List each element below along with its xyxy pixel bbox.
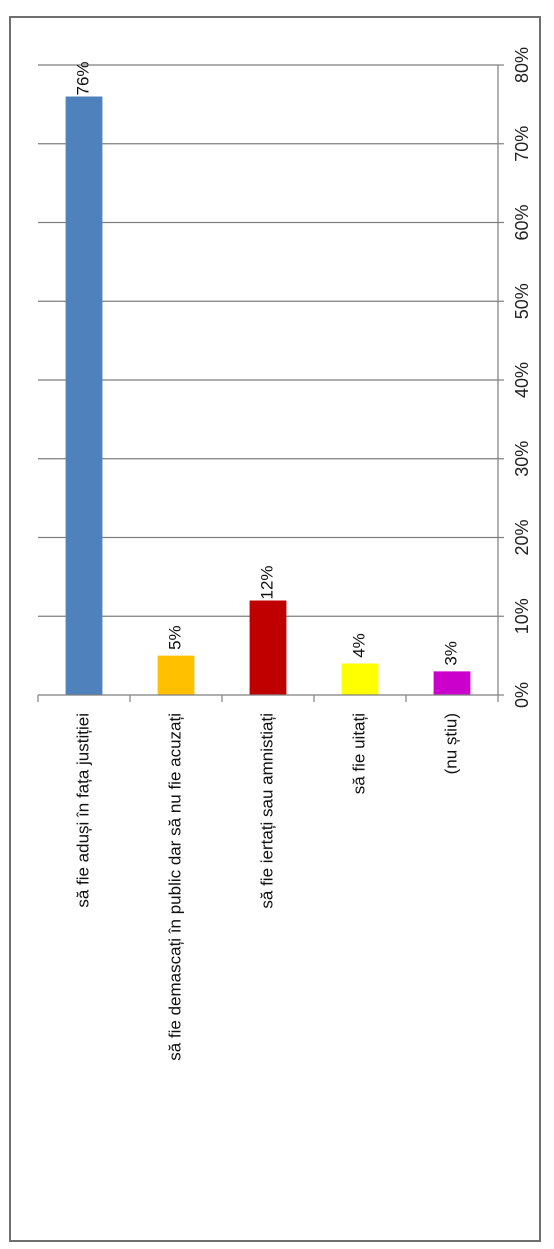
value-tick-label: 70% xyxy=(512,126,532,162)
category-label: să fie demascați în public dar să nu fie… xyxy=(165,713,184,1061)
value-tick-label: 50% xyxy=(512,283,532,319)
category-label: să fie uitați xyxy=(349,713,368,794)
category-label: (nu știu) xyxy=(441,713,460,774)
bar xyxy=(157,655,195,695)
value-tick-label: 30% xyxy=(512,441,532,477)
bar xyxy=(249,600,287,695)
value-tick-label: 20% xyxy=(512,519,532,555)
labels: 0% 10% 20% 30% 40% 50% 60% 70% 80% 76% să fie aduș… xyxy=(73,47,531,1061)
bar xyxy=(433,671,471,695)
value-tick-label: 0% xyxy=(512,682,532,708)
value-tick-label: 10% xyxy=(512,598,532,634)
data-label: 4% xyxy=(349,633,368,658)
category-label: să fie iertați sau amnistiați xyxy=(257,713,276,909)
value-tick-label: 80% xyxy=(512,47,532,83)
category-label: să fie aduși în fața justiției xyxy=(73,713,92,908)
gridlines xyxy=(38,64,498,617)
bar xyxy=(341,663,379,695)
data-label: 12% xyxy=(257,565,276,599)
value-tick-label: 60% xyxy=(512,204,532,240)
bar xyxy=(65,96,103,695)
data-label: 5% xyxy=(165,625,184,650)
data-label: 76% xyxy=(73,61,92,95)
axes xyxy=(37,64,504,702)
bars xyxy=(65,96,471,695)
data-label: 3% xyxy=(441,641,460,666)
value-tick-label: 40% xyxy=(512,362,532,398)
